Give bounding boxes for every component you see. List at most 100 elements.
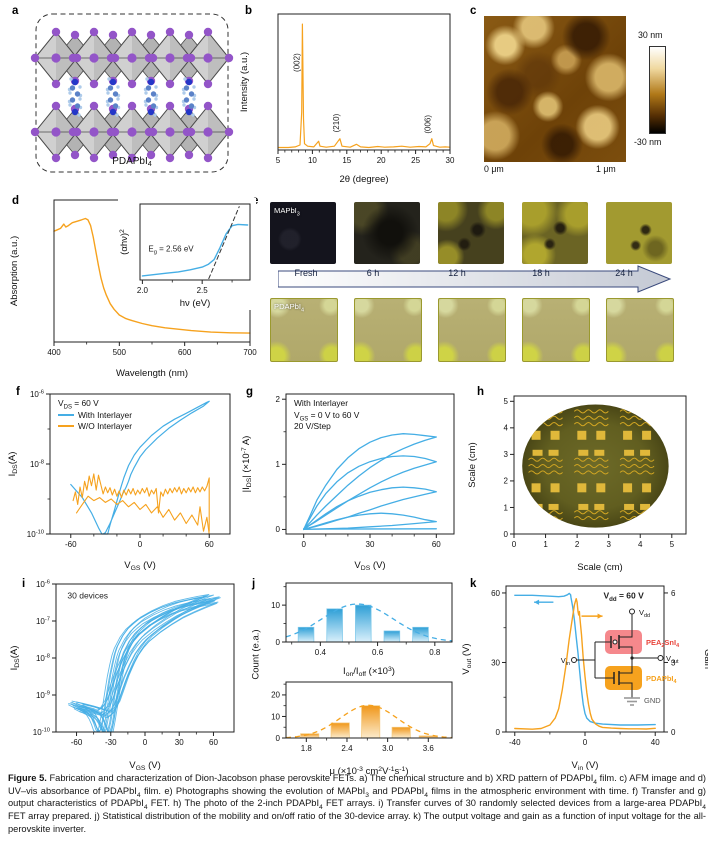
svg-text:0.6: 0.6 (372, 648, 384, 657)
svg-text:0: 0 (583, 738, 588, 747)
svg-text:2.0: 2.0 (137, 286, 149, 295)
svg-text:-60: -60 (65, 540, 77, 549)
svg-text:2: 2 (504, 477, 509, 486)
svg-text:500: 500 (113, 348, 127, 357)
panel-letter-a: a (12, 5, 19, 17)
svg-text:2.5: 2.5 (197, 286, 209, 295)
svg-text:Vout (V): Vout (V) (461, 643, 473, 674)
vout-terminal (657, 655, 664, 661)
svg-text:25: 25 (411, 156, 420, 165)
svg-text:1: 1 (543, 540, 548, 549)
afm-colorbar (649, 46, 666, 134)
svg-text:3: 3 (504, 450, 509, 459)
panel-letter-i: i (22, 578, 26, 590)
svg-text:30: 30 (175, 738, 184, 747)
svg-text:1: 1 (276, 460, 281, 469)
svg-text:10-10: 10-10 (27, 530, 44, 539)
svg-text:3: 3 (671, 658, 676, 667)
photo-mapbi3-fresh (270, 202, 336, 264)
svg-text:1.8: 1.8 (301, 744, 313, 753)
nfet-label: PDAPbI4 (646, 674, 677, 685)
vin-label: Vin (561, 656, 570, 667)
pfet-box (605, 630, 642, 654)
svg-text:μ (×10-3 cm2V-1s-1): μ (×10-3 cm2V-1s-1) (329, 766, 408, 777)
svg-text:10: 10 (271, 601, 280, 610)
circuit-wires (571, 608, 664, 706)
count-axis-label: Count (e.a.) (250, 629, 262, 680)
svg-text:30: 30 (366, 540, 375, 549)
svg-text:10-6: 10-6 (36, 580, 50, 589)
legend-item-wo-interlayer: W/O Interlayer (58, 421, 132, 433)
svg-text:IDS(A): IDS(A) (7, 452, 19, 477)
mobility-histogram: 1.8 2.4 3.0 3.6 0 10 20 μ (×10-3 cm2V-1s-1) (271, 681, 453, 777)
svg-text:30 devices: 30 devices (67, 591, 108, 601)
svg-text:0: 0 (138, 540, 143, 549)
vdd-terminal (629, 608, 635, 615)
svg-text:Eg = 2.56 eV: Eg = 2.56 eV (148, 245, 194, 256)
svg-text:0: 0 (276, 638, 281, 647)
timeline-24h: 24 h (615, 268, 633, 278)
svg-text:VGS (V): VGS (V) (124, 560, 156, 572)
inverter-chart: -40 0 40 0 30 60 0 3 6 Vin (V) Vout (V) Gain Vdd = 6… (461, 585, 708, 772)
node-dot (630, 656, 634, 660)
svg-text:Absorption (a.u.): Absorption (a.u.) (9, 236, 20, 306)
svg-text:(αhν)2: (αhν)2 (119, 229, 130, 255)
svg-text:0.8: 0.8 (429, 648, 441, 657)
legend-label: W/O Interlayer (78, 421, 132, 431)
tauc-inset-chart: 2.0 2.5 hν (eV) (αhν)2 Eg = 2.56 eV (118, 198, 256, 310)
photo-pdapbi4-12h (438, 298, 506, 362)
svg-text:5: 5 (504, 397, 509, 406)
svg-text:Wavelength (nm): Wavelength (nm) (116, 368, 188, 379)
ground-icon (624, 697, 640, 706)
svg-text:0: 0 (301, 540, 306, 549)
svg-text:60: 60 (432, 540, 441, 549)
photo-pdapbi4-24h (606, 298, 674, 362)
svg-text:IDS(A): IDS(A) (9, 646, 21, 671)
pmos-bubble (612, 639, 618, 645)
svg-text:60: 60 (205, 540, 214, 549)
timeline-6h: 6 h (366, 268, 380, 278)
svg-text:400: 400 (47, 348, 61, 357)
svg-text:30: 30 (446, 156, 455, 165)
vdd-label: Vdd (639, 608, 650, 619)
legend-title: VDS = 60 V (58, 398, 99, 411)
vin-terminal (571, 657, 577, 663)
svg-text:hν (eV): hν (eV) (180, 298, 211, 309)
svg-text:10-10: 10-10 (33, 728, 50, 737)
svg-text:4: 4 (504, 424, 509, 433)
vout-label: Vout (666, 654, 679, 665)
svg-text:0: 0 (496, 728, 501, 737)
svg-text:10-8: 10-8 (36, 654, 50, 663)
device-array-transfer-chart: -60 -30 0 30 60 10-6 10-7 10-8 10-9 10-10 VGS (V) I… (9, 580, 235, 772)
row-label-mapbi3: MAPbI3 (274, 206, 300, 218)
timeline-arrow (278, 265, 672, 293)
svg-text:0: 0 (143, 738, 148, 747)
timeline-12h: 12 h (448, 268, 466, 278)
inverter-circuit: Vdd PEA2SnI4 Vout Vin PDAPbI4 GND (561, 608, 679, 706)
afm-scale-right: 1 μm (596, 164, 616, 174)
output-chart: 0 30 60 0 1 2 VDS (V) |IDS| (×10-7 A) (241, 393, 455, 572)
note-line: 20 V/Step (294, 421, 331, 431)
panel-letter-g: g (246, 386, 254, 398)
svg-text:0: 0 (504, 530, 509, 539)
svg-text:1: 1 (504, 503, 509, 512)
svg-text:5: 5 (276, 156, 281, 165)
panel-letter-j: j (252, 578, 256, 590)
wafer-photo-chart: 0 1 2 3 4 5 0 1 2 3 4 5 Scale (cm) Scale (cm) (467, 395, 687, 573)
svg-text:700: 700 (243, 348, 257, 357)
panel-letter-k: k (470, 578, 477, 590)
svg-text:10: 10 (271, 712, 280, 721)
svg-text:-40: -40 (509, 738, 521, 747)
svg-text:60: 60 (491, 589, 500, 598)
svg-text:Gain: Gain (702, 649, 708, 669)
gnd-label: GND (644, 696, 661, 705)
svg-text:15: 15 (342, 156, 351, 165)
afm-colorbar-min: -30 nm (634, 137, 662, 147)
photo-pdapbi4-18h (522, 298, 590, 362)
xrd-chart: 5 10 15 20 25 30 2θ (degree) Intensity (a.u.) (0… (239, 13, 455, 185)
legend-swatch-orange (58, 425, 74, 427)
legend-swatch-blue (58, 413, 74, 416)
note-line: With Interlayer (294, 398, 348, 408)
svg-text:60: 60 (209, 738, 218, 747)
